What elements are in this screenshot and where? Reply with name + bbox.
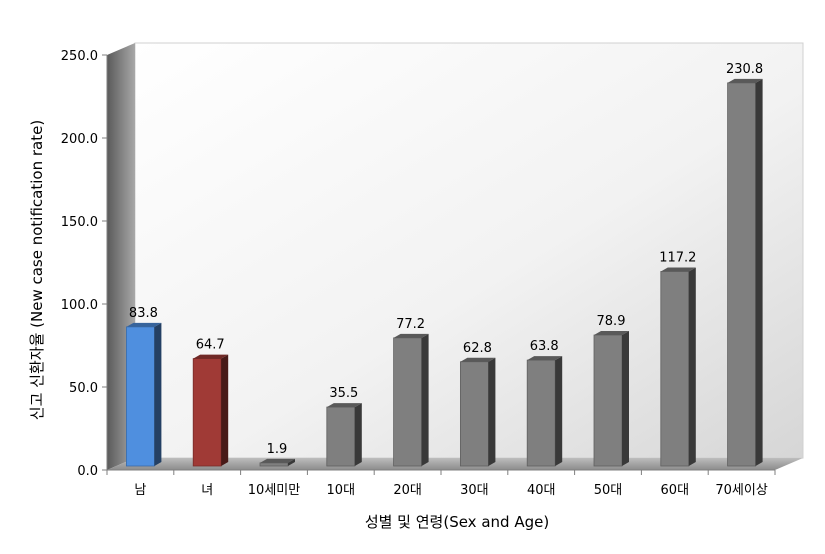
bar-side bbox=[288, 458, 295, 466]
category-label: 30대 bbox=[460, 483, 489, 498]
bar-front bbox=[326, 406, 356, 467]
data-label: 230.8 bbox=[726, 62, 763, 77]
bar-front bbox=[526, 359, 556, 467]
data-label: 35.5 bbox=[329, 386, 358, 401]
bar-side bbox=[488, 357, 496, 466]
data-label: 83.8 bbox=[129, 306, 158, 321]
bar bbox=[526, 356, 563, 467]
y-axis-title: 신고 신환자율 (New case notification rate) bbox=[28, 120, 46, 420]
y-tick-label: 0.0 bbox=[77, 464, 98, 479]
data-label: 64.7 bbox=[196, 338, 225, 353]
bar-front bbox=[259, 462, 289, 467]
bar-top bbox=[594, 331, 629, 336]
bar bbox=[393, 333, 429, 467]
bar bbox=[727, 78, 763, 467]
category-label: 40대 bbox=[527, 483, 556, 498]
bar-side bbox=[622, 331, 629, 466]
y-tick-label: 200.0 bbox=[61, 132, 98, 147]
bar-front bbox=[593, 334, 623, 467]
bar bbox=[259, 458, 295, 467]
bar-top bbox=[527, 356, 563, 361]
bar-front bbox=[393, 337, 423, 467]
bar-front bbox=[459, 361, 489, 467]
category-label: 녀 bbox=[201, 483, 213, 498]
bar-side bbox=[555, 356, 563, 466]
bar-front bbox=[126, 326, 155, 467]
category-label: 10대 bbox=[327, 483, 356, 498]
bar-front bbox=[727, 82, 756, 467]
bar bbox=[459, 357, 496, 467]
data-label: 63.8 bbox=[530, 339, 559, 354]
bar-top bbox=[126, 322, 162, 327]
x-axis-title: 성별 및 연령(Sex and Age) bbox=[365, 513, 549, 531]
category-label: 20대 bbox=[393, 483, 422, 498]
bar-side bbox=[354, 403, 362, 466]
bar-side bbox=[755, 78, 763, 466]
bar-top bbox=[193, 354, 229, 359]
y-tick-label: 250.0 bbox=[61, 49, 98, 64]
category-label: 70세이상 bbox=[715, 483, 767, 498]
bar-side bbox=[688, 267, 696, 466]
category-label: 10세미만 bbox=[248, 483, 300, 498]
bar bbox=[126, 322, 162, 467]
y-tick-label: 150.0 bbox=[61, 215, 98, 230]
bar-top bbox=[260, 458, 295, 463]
y-tick-label: 50.0 bbox=[69, 381, 98, 396]
data-label: 1.9 bbox=[267, 442, 288, 457]
bar-top bbox=[326, 403, 362, 408]
bar bbox=[326, 403, 362, 467]
bar-front bbox=[192, 358, 222, 467]
bar-top bbox=[393, 333, 429, 338]
bar-side bbox=[421, 333, 429, 466]
data-label: 62.8 bbox=[463, 341, 492, 356]
bar-front bbox=[660, 271, 690, 467]
bar-top bbox=[727, 78, 763, 83]
category-label: 50대 bbox=[594, 483, 623, 498]
bar bbox=[192, 354, 229, 467]
bar bbox=[660, 267, 696, 467]
data-label: 78.9 bbox=[597, 314, 626, 329]
category-label: 남 bbox=[134, 483, 146, 498]
data-label: 117.2 bbox=[659, 250, 696, 265]
bar-side bbox=[221, 354, 229, 466]
bar-top bbox=[460, 357, 496, 362]
bar-top bbox=[660, 267, 696, 272]
y-tick-label: 100.0 bbox=[61, 298, 98, 313]
bar bbox=[593, 331, 629, 467]
category-label: 60대 bbox=[661, 483, 690, 498]
bar-side bbox=[154, 322, 162, 466]
data-label: 77.2 bbox=[396, 317, 425, 332]
